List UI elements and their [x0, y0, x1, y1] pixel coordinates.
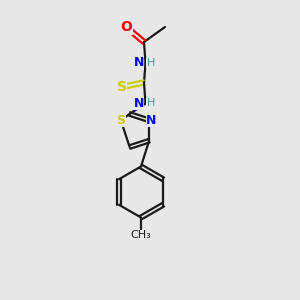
- Text: N: N: [134, 56, 144, 70]
- Text: N: N: [134, 97, 144, 110]
- Text: H: H: [147, 98, 155, 109]
- Text: N: N: [146, 114, 157, 127]
- Text: S: S: [116, 114, 125, 127]
- Text: S: S: [116, 80, 127, 94]
- Text: O: O: [120, 20, 132, 34]
- Text: H: H: [147, 58, 155, 68]
- Text: CH₃: CH₃: [130, 230, 152, 240]
